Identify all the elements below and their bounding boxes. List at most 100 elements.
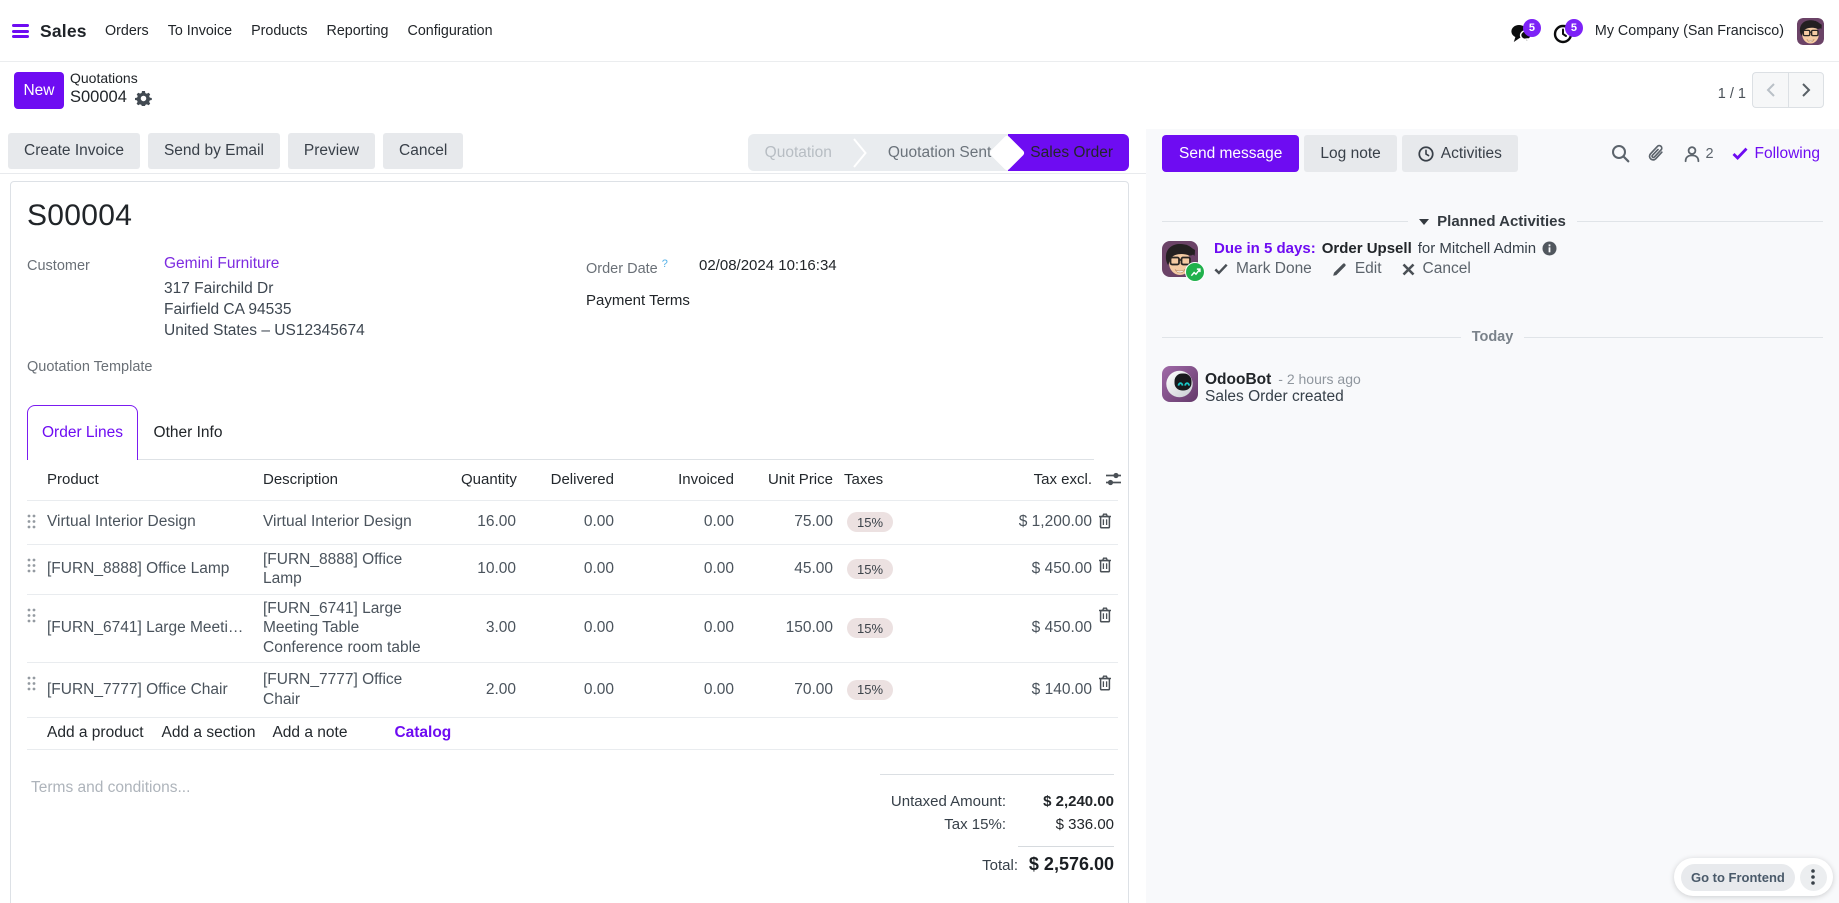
menu-configuration[interactable]: Configuration: [407, 23, 493, 39]
col-quantity[interactable]: Quantity: [461, 459, 517, 501]
planned-activities-toggle[interactable]: Planned Activities: [1408, 213, 1577, 230]
breadcrumb-parent[interactable]: Quotations: [70, 70, 138, 86]
tab-order-lines[interactable]: Order Lines: [27, 405, 138, 460]
catalog-link[interactable]: Catalog: [394, 724, 452, 741]
cell-product[interactable]: Virtual Interior Design: [47, 500, 259, 545]
tab-other-info[interactable]: Other Info: [153, 423, 223, 441]
col-tax-excl[interactable]: Tax excl.: [996, 459, 1092, 501]
order-line-row[interactable]: [FURN_7777] Office Chair [FURN_7777] Off…: [27, 662, 1118, 718]
send-by-email-button[interactable]: Send by Email: [147, 133, 280, 169]
cell-quantity[interactable]: 10.00: [461, 544, 516, 595]
status-quotation[interactable]: Quotation: [764, 143, 832, 161]
cancel-button[interactable]: Cancel: [383, 133, 464, 169]
status-quotation-sent[interactable]: Quotation Sent: [887, 143, 992, 161]
company-switcher[interactable]: My Company (San Francisco): [1594, 23, 1784, 39]
cell-taxes[interactable]: 15%: [833, 594, 996, 663]
drag-handle-icon[interactable]: [27, 662, 47, 718]
cell-invoiced[interactable]: 0.00: [614, 662, 734, 718]
preview-button[interactable]: Preview: [287, 133, 376, 169]
cell-unit-price[interactable]: 45.00: [734, 544, 833, 595]
activity-avatar[interactable]: [1162, 241, 1205, 282]
message-author[interactable]: OdooBot: [1205, 371, 1272, 388]
cancel-activity-button[interactable]: Cancel: [1402, 260, 1471, 278]
status-sales-order[interactable]: Sales Order: [1008, 134, 1129, 171]
cell-description[interactable]: [FURN_6741] Large Meeting Table Conference…: [259, 594, 461, 663]
info-icon[interactable]: [1542, 241, 1557, 256]
cell-delivered[interactable]: 0.00: [516, 594, 614, 663]
cell-delivered[interactable]: 0.00: [516, 544, 614, 595]
menu-orders[interactable]: Orders: [105, 23, 149, 39]
cell-taxes[interactable]: 15%: [833, 500, 996, 545]
cell-product[interactable]: [FURN_7777] Office Chair: [47, 662, 259, 718]
order-line-row[interactable]: [FURN_6741] Large Meeting Table [FURN_67…: [27, 594, 1118, 663]
delete-row-icon[interactable]: [1092, 594, 1118, 663]
delete-row-icon[interactable]: [1092, 500, 1118, 545]
customer-address[interactable]: 317 Fairchild Dr Fairfield CA 94535 Unit…: [164, 278, 365, 341]
go-to-frontend-button[interactable]: Go to Frontend: [1681, 863, 1795, 891]
col-description[interactable]: Description: [259, 459, 461, 501]
messages-icon[interactable]: 5: [1511, 19, 1541, 45]
payment-terms-label[interactable]: Payment Terms: [586, 292, 690, 309]
drag-handle-icon[interactable]: [27, 544, 47, 595]
send-message-button[interactable]: Send message: [1162, 135, 1300, 172]
order-title[interactable]: S00004: [27, 199, 133, 232]
cell-quantity[interactable]: 3.00: [461, 594, 516, 663]
activities-button[interactable]: Activities: [1401, 135, 1518, 172]
order-line-row[interactable]: [FURN_8888] Office Lamp [FURN_8888] Offi…: [27, 544, 1118, 595]
col-unit-price[interactable]: Unit Price: [734, 459, 833, 501]
user-avatar[interactable]: [1797, 17, 1824, 45]
cell-description[interactable]: Virtual Interior Design: [259, 500, 461, 545]
odoobot-avatar[interactable]: [1162, 366, 1198, 402]
optional-columns-icon[interactable]: [1105, 472, 1122, 486]
new-button[interactable]: New: [14, 72, 64, 109]
cell-unit-price[interactable]: 75.00: [734, 500, 833, 545]
gear-icon[interactable]: [134, 89, 152, 106]
search-messages-icon[interactable]: [1611, 144, 1630, 163]
menu-to-invoice[interactable]: To Invoice: [167, 23, 233, 39]
pager-previous-button[interactable]: [1752, 72, 1788, 108]
pager-next-button[interactable]: [1788, 72, 1824, 108]
activities-icon[interactable]: 5: [1553, 19, 1583, 44]
cell-quantity[interactable]: 16.00: [461, 500, 516, 545]
cell-unit-price[interactable]: 150.00: [734, 594, 833, 663]
attachments-icon[interactable]: [1648, 144, 1665, 163]
order-date-value[interactable]: 02/08/2024 10:16:34: [699, 257, 837, 274]
col-delivered[interactable]: Delivered: [516, 459, 614, 501]
delete-row-icon[interactable]: [1092, 544, 1118, 595]
menu-reporting[interactable]: Reporting: [326, 23, 389, 39]
cell-invoiced[interactable]: 0.00: [614, 500, 734, 545]
cell-unit-price[interactable]: 70.00: [734, 662, 833, 718]
following-button[interactable]: Following: [1732, 145, 1820, 163]
add-product-link[interactable]: Add a product: [47, 724, 144, 741]
cell-taxes[interactable]: 15%: [833, 662, 996, 718]
apps-menu-icon[interactable]: [12, 24, 29, 38]
add-note-link[interactable]: Add a note: [272, 724, 348, 741]
drag-handle-icon[interactable]: [27, 594, 47, 663]
log-note-button[interactable]: Log note: [1304, 135, 1397, 172]
cell-quantity[interactable]: 2.00: [461, 662, 516, 718]
menu-products[interactable]: Products: [251, 23, 308, 39]
activity-due[interactable]: Due in 5 days:: [1214, 240, 1316, 257]
cell-invoiced[interactable]: 0.00: [614, 594, 734, 663]
terms-placeholder[interactable]: Terms and conditions...: [31, 779, 191, 796]
cell-taxes[interactable]: 15%: [833, 544, 996, 595]
drag-handle-icon[interactable]: [27, 500, 47, 545]
mark-done-button[interactable]: Mark Done: [1214, 260, 1312, 278]
cell-product[interactable]: [FURN_8888] Office Lamp: [47, 544, 259, 595]
create-invoice-button[interactable]: Create Invoice: [8, 133, 140, 169]
delete-row-icon[interactable]: [1092, 662, 1118, 718]
customer-value[interactable]: Gemini Furniture: [164, 255, 280, 272]
frontend-menu-button[interactable]: [1799, 863, 1827, 891]
cell-description[interactable]: [FURN_7777] Office Chair: [259, 662, 461, 718]
app-brand[interactable]: Sales: [40, 20, 87, 41]
cell-product[interactable]: [FURN_6741] Large Meeting Table: [47, 594, 259, 663]
quotation-template-label[interactable]: Quotation Template: [27, 359, 153, 375]
add-section-link[interactable]: Add a section: [161, 724, 256, 741]
col-invoiced[interactable]: Invoiced: [614, 459, 734, 501]
cell-delivered[interactable]: 0.00: [516, 662, 614, 718]
edit-activity-button[interactable]: Edit: [1332, 260, 1382, 278]
col-taxes[interactable]: Taxes: [833, 459, 996, 501]
col-product[interactable]: Product: [47, 459, 259, 501]
cell-description[interactable]: [FURN_8888] Office Lamp: [259, 544, 461, 595]
order-line-row[interactable]: Virtual Interior Design Virtual Interior…: [27, 500, 1118, 545]
